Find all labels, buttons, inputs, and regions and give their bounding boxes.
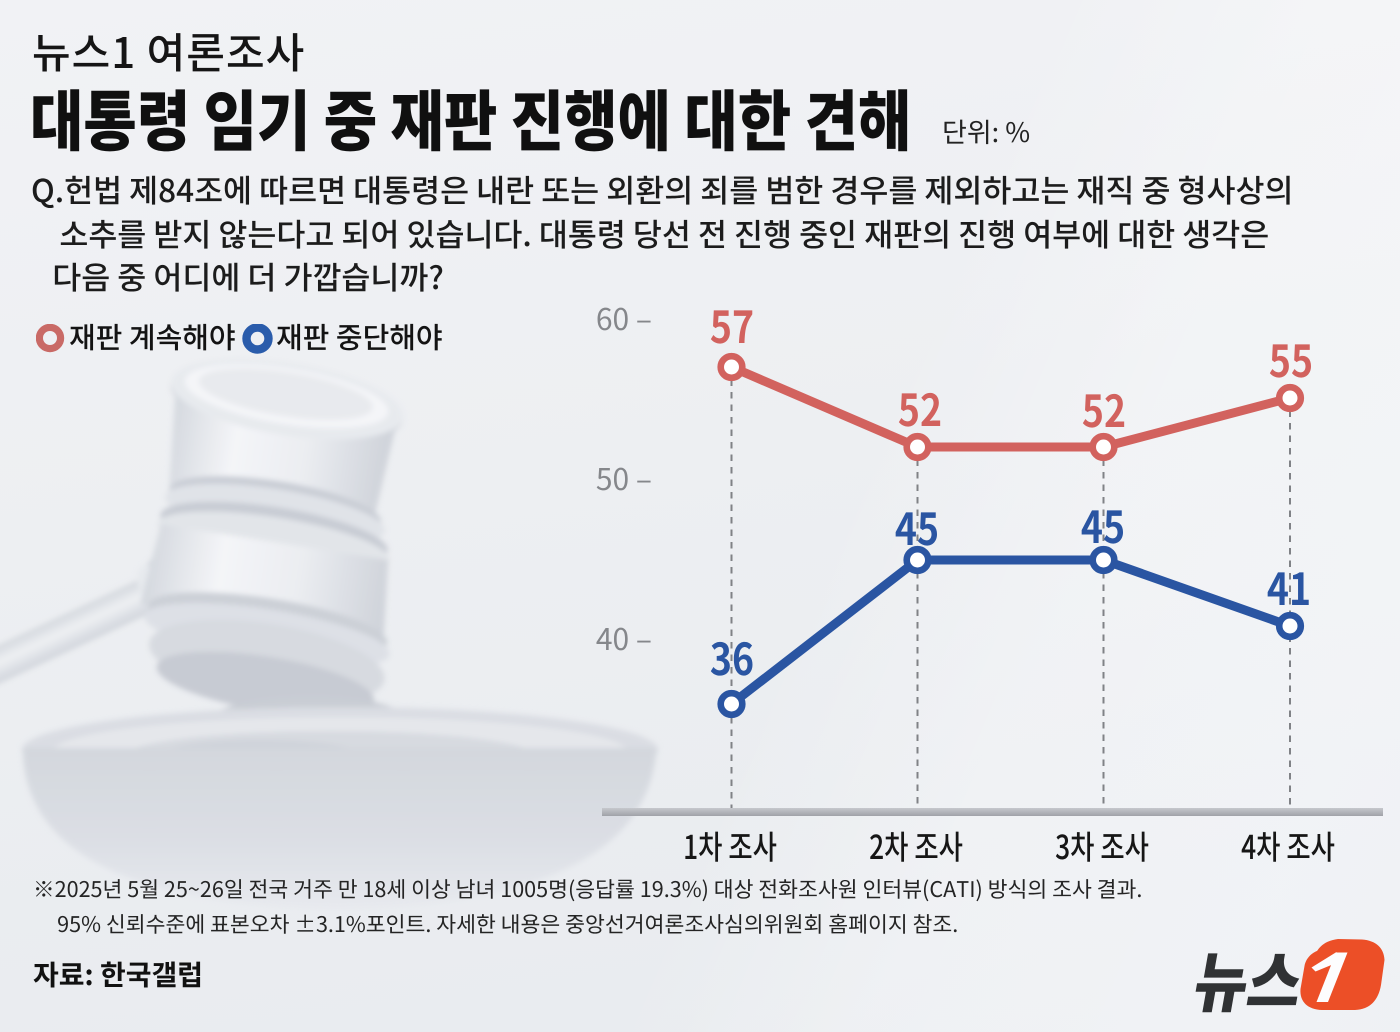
svg-text:뉴스: 뉴스 [1188, 930, 1311, 1024]
